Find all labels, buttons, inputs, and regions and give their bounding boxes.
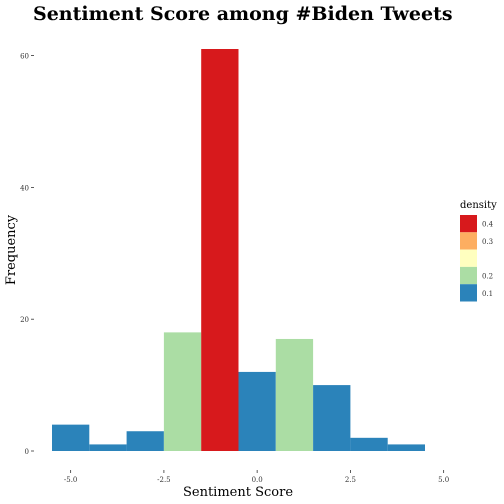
x-tick-label: 2.5 — [345, 476, 356, 484]
y-tick-label: 60 — [20, 53, 29, 61]
plot-area — [52, 49, 425, 451]
legend-label: 0.3 — [482, 238, 493, 246]
histogram-bar — [275, 338, 314, 451]
legend-color-swatch — [460, 249, 477, 267]
histogram-bar — [387, 444, 425, 451]
y-tick-label: 20 — [20, 316, 29, 324]
y-tick-label: 40 — [20, 184, 29, 192]
legend-label: 0.4 — [482, 221, 494, 229]
legend-label: 0.1 — [482, 290, 493, 298]
legend-color-swatch — [460, 232, 477, 250]
histogram-bar — [313, 385, 351, 451]
legend-title: density — [460, 200, 497, 211]
x-axis: -5.0 -2.5 0.0 2.5 5.0 — [64, 470, 449, 484]
chart-title: Sentiment Score among #Biden Tweets — [33, 3, 453, 25]
histogram-bar — [201, 49, 239, 451]
x-axis-label: Sentiment Score — [183, 485, 293, 500]
histogram-bar — [52, 424, 90, 451]
legend-color-swatch — [460, 266, 477, 285]
histogram-bar — [238, 371, 276, 451]
density-legend: density 0.4 0.3 0.2 0.1 — [460, 200, 497, 302]
legend-label: 0.2 — [482, 273, 493, 281]
x-tick-label: -2.5 — [157, 476, 171, 484]
y-tick-label: 0 — [25, 448, 29, 456]
legend-color-swatch — [460, 215, 477, 233]
histogram-bar — [126, 431, 164, 451]
y-axis-label: Frequency — [4, 214, 19, 285]
y-axis: 0 20 40 60 — [20, 53, 34, 456]
histogram-bar — [350, 437, 388, 451]
histogram-bar — [163, 332, 202, 451]
histogram-bar — [89, 444, 127, 451]
x-tick-label: 0.0 — [252, 476, 263, 484]
x-tick-label: -5.0 — [64, 476, 78, 484]
x-tick-label: 5.0 — [438, 476, 449, 484]
legend-color-swatch — [460, 284, 477, 302]
